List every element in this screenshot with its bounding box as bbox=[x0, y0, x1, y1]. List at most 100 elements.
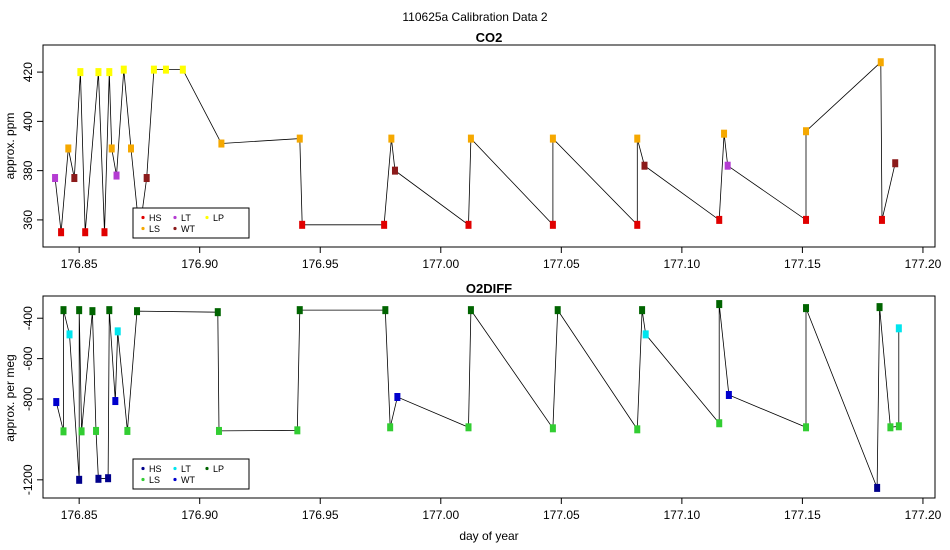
co2-x-tick-label: 176.90 bbox=[181, 257, 218, 271]
o2diff-point-lp bbox=[467, 306, 474, 315]
figure-title: 110625a Calibration Data 2 bbox=[402, 10, 548, 24]
co2-point-wt bbox=[641, 161, 648, 170]
co2-point-lp bbox=[120, 65, 127, 74]
co2-point-lp bbox=[77, 68, 84, 77]
chart-co2-series bbox=[52, 58, 899, 237]
co2-trace-line bbox=[54, 61, 896, 233]
chart-o2diff-series bbox=[53, 300, 902, 492]
chart-o2diff-title: O2DIFF bbox=[466, 281, 512, 296]
co2-legend-label-wt: WT bbox=[181, 224, 195, 234]
o2diff-point-ls bbox=[465, 423, 472, 432]
o2diff-point-lp bbox=[716, 300, 723, 309]
o2diff-point-lt bbox=[114, 327, 121, 336]
co2-point-lp bbox=[179, 65, 186, 74]
o2diff-point-lt bbox=[66, 330, 73, 339]
o2diff-point-lp bbox=[89, 307, 96, 316]
o2diff-point-lp bbox=[214, 308, 221, 317]
chart-o2diff-trace bbox=[55, 304, 900, 489]
o2diff-point-ls bbox=[294, 426, 301, 435]
o2diff-point-lp bbox=[382, 306, 389, 315]
co2-legend-box bbox=[132, 207, 250, 239]
o2diff-point-lp bbox=[296, 306, 303, 315]
chart-co2-x-axis: 176.85 176.90 176.95 177.00 177.05 177.10 177.… bbox=[61, 247, 942, 271]
co2-point-ls bbox=[877, 58, 884, 67]
o2diff-point-ls bbox=[124, 426, 131, 435]
co2-point-hs bbox=[101, 228, 108, 237]
chart-o2diff-y-axis: -400 -600 -800 -1200 bbox=[21, 306, 43, 495]
co2-legend-marker-hs bbox=[141, 215, 145, 220]
co2-legend-label-lt: LT bbox=[181, 213, 191, 223]
co2-point-ls bbox=[721, 129, 728, 138]
co2-point-hs bbox=[803, 215, 810, 224]
co2-point-lp bbox=[150, 65, 157, 74]
co2-series-lt bbox=[52, 161, 731, 183]
o2diff-legend-label-ls: LS bbox=[149, 475, 160, 485]
co2-legend-marker-wt bbox=[173, 226, 177, 231]
co2-point-hs bbox=[58, 228, 65, 237]
co2-x-tick-label: 177.20 bbox=[905, 257, 942, 271]
o2diff-legend-box bbox=[132, 458, 250, 490]
chart-o2diff-ylabel: approx. per meg bbox=[3, 354, 17, 441]
o2diff-legend-label-lt: LT bbox=[181, 464, 191, 474]
o2diff-legend-label-wt: WT bbox=[181, 475, 195, 485]
chart-o2diff-plot-frame bbox=[42, 295, 936, 499]
co2-legend-label-ls: LS bbox=[149, 224, 160, 234]
chart-o2diff: O2DIFF approx. per meg day of year 176.8… bbox=[3, 281, 942, 543]
o2diff-point-wt bbox=[112, 397, 119, 406]
o2diff-point-lt bbox=[642, 330, 649, 339]
co2-point-hs bbox=[634, 220, 641, 229]
co2-y-tick-label: 400 bbox=[21, 111, 35, 131]
co2-point-lp bbox=[106, 68, 113, 77]
o2diff-point-hs bbox=[76, 475, 83, 484]
o2diff-point-wt bbox=[53, 398, 60, 407]
o2diff-point-ls bbox=[215, 426, 222, 435]
chart-co2-plot-frame bbox=[42, 44, 936, 248]
o2diff-point-ls bbox=[60, 427, 67, 436]
o2diff-point-ls bbox=[549, 424, 556, 433]
o2diff-x-tick-label: 176.95 bbox=[302, 508, 339, 522]
o2diff-y-tick-label: -600 bbox=[21, 346, 35, 370]
o2diff-legend-marker-ls bbox=[141, 477, 145, 482]
chart-o2diff-x-axis: 176.85 176.90 176.95 177.00 177.05 177.10 177.… bbox=[61, 498, 942, 522]
co2-x-tick-label: 176.85 bbox=[61, 257, 98, 271]
o2diff-series-lp bbox=[60, 300, 883, 317]
o2diff-point-hs bbox=[874, 483, 881, 492]
o2diff-y-tick-label: -1200 bbox=[21, 464, 35, 495]
o2diff-x-tick-label: 176.90 bbox=[181, 508, 218, 522]
co2-point-wt bbox=[143, 174, 150, 183]
co2-x-tick-label: 177.05 bbox=[543, 257, 580, 271]
co2-point-lp bbox=[162, 65, 169, 74]
co2-point-hs bbox=[381, 220, 388, 229]
co2-point-wt bbox=[71, 174, 78, 183]
o2diff-point-lp bbox=[554, 306, 561, 315]
co2-legend-label-lp: LP bbox=[213, 213, 224, 223]
o2diff-point-ls bbox=[895, 422, 902, 431]
co2-point-ls bbox=[388, 134, 395, 143]
o2diff-point-ls bbox=[78, 427, 85, 436]
chart-co2: CO2 approx. ppm 176.85 176.90 176.95 177.00… bbox=[3, 30, 942, 271]
o2diff-point-lp bbox=[876, 303, 883, 312]
co2-point-hs bbox=[878, 215, 885, 224]
co2-point-ls bbox=[549, 134, 556, 143]
o2diff-legend-label-hs: HS bbox=[149, 464, 162, 474]
co2-point-ls bbox=[803, 127, 810, 136]
co2-x-tick-label: 177.15 bbox=[784, 257, 821, 271]
co2-point-hs bbox=[465, 220, 472, 229]
o2diff-point-wt bbox=[725, 390, 732, 399]
co2-series-wt bbox=[71, 159, 899, 183]
co2-point-hs bbox=[82, 228, 89, 237]
o2diff-point-lp bbox=[106, 306, 113, 315]
o2diff-point-lp bbox=[639, 306, 646, 315]
o2diff-x-tick-label: 177.15 bbox=[784, 508, 821, 522]
co2-point-hs bbox=[549, 220, 556, 229]
o2diff-point-ls bbox=[716, 419, 723, 428]
o2diff-x-tick-label: 177.20 bbox=[905, 508, 942, 522]
o2diff-x-tick-label: 176.85 bbox=[61, 508, 98, 522]
co2-legend-marker-lp bbox=[205, 215, 209, 220]
chart-o2diff-xlabel: day of year bbox=[459, 529, 518, 543]
co2-point-ls bbox=[296, 134, 303, 143]
co2-point-wt bbox=[892, 159, 899, 168]
